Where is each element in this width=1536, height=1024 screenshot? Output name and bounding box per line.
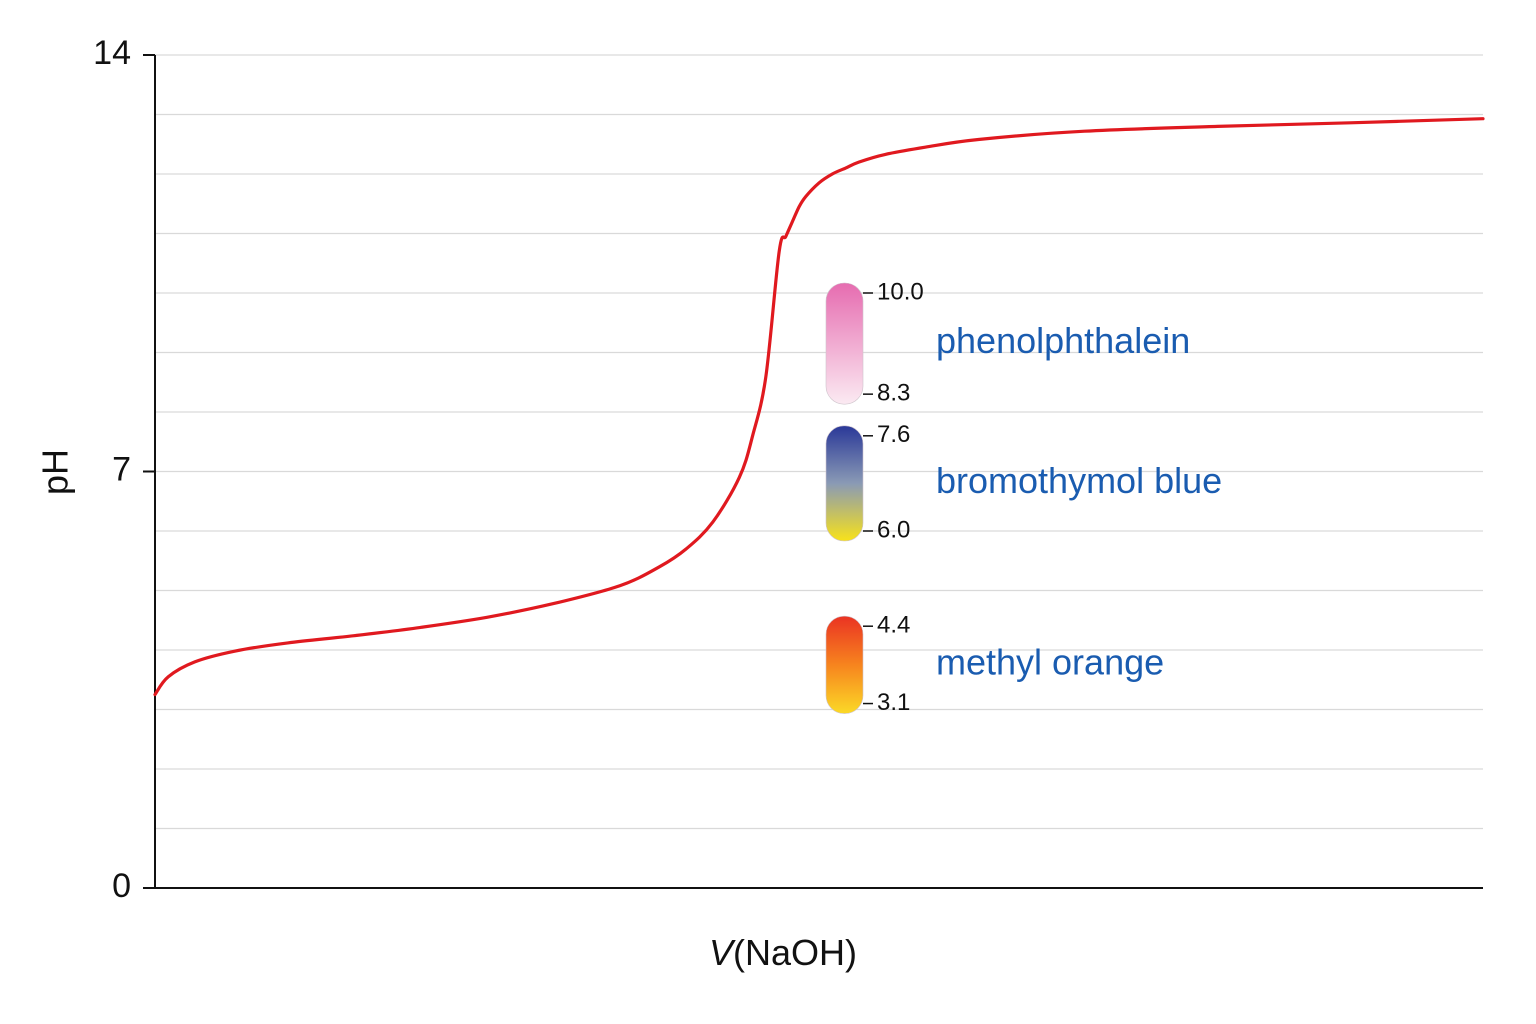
indicator-bar — [825, 282, 864, 405]
titration-curve — [153, 117, 1485, 697]
grid-lines — [155, 54, 1483, 830]
x-axis-title-italic: V — [709, 932, 736, 973]
x-axis-title-rest: (NaOH) — [733, 932, 857, 973]
indicator-range-label: 6.0 — [877, 516, 910, 543]
indicator-ranges: 10.0 8.3 phenolphthalein 7.6 6.0 bromothymol … — [825, 278, 1222, 716]
indicator-bar — [825, 615, 864, 714]
indicator-range-label: 4.4 — [877, 612, 910, 639]
indicator-methyl-orange: 4.4 3.1 methyl orange — [825, 612, 1164, 716]
y-tick-label: 0 — [112, 867, 131, 905]
y-tick-label: 14 — [93, 34, 131, 72]
indicator-bromothymol-blue: 7.6 6.0 bromothymol blue — [825, 421, 1222, 543]
indicator-name: bromothymol blue — [936, 460, 1222, 501]
indicator-range-label: 8.3 — [877, 379, 910, 406]
indicator-phenolphthalein: 10.0 8.3 phenolphthalein — [825, 278, 1190, 406]
indicator-range-label: 3.1 — [877, 689, 910, 716]
indicator-name: phenolphthalein — [936, 320, 1190, 361]
y-tick-label: 7 — [112, 450, 131, 488]
y-axis-title: pH — [35, 449, 76, 495]
indicator-name: methyl orange — [936, 641, 1164, 682]
indicator-range-label: 7.6 — [877, 421, 910, 448]
indicator-range-label: 10.0 — [877, 278, 924, 305]
x-axis-title: V(NaOH) — [709, 932, 857, 973]
curve-line — [153, 117, 1485, 697]
indicator-bar — [825, 425, 864, 542]
y-ticks: 0 7 14 — [93, 34, 155, 905]
